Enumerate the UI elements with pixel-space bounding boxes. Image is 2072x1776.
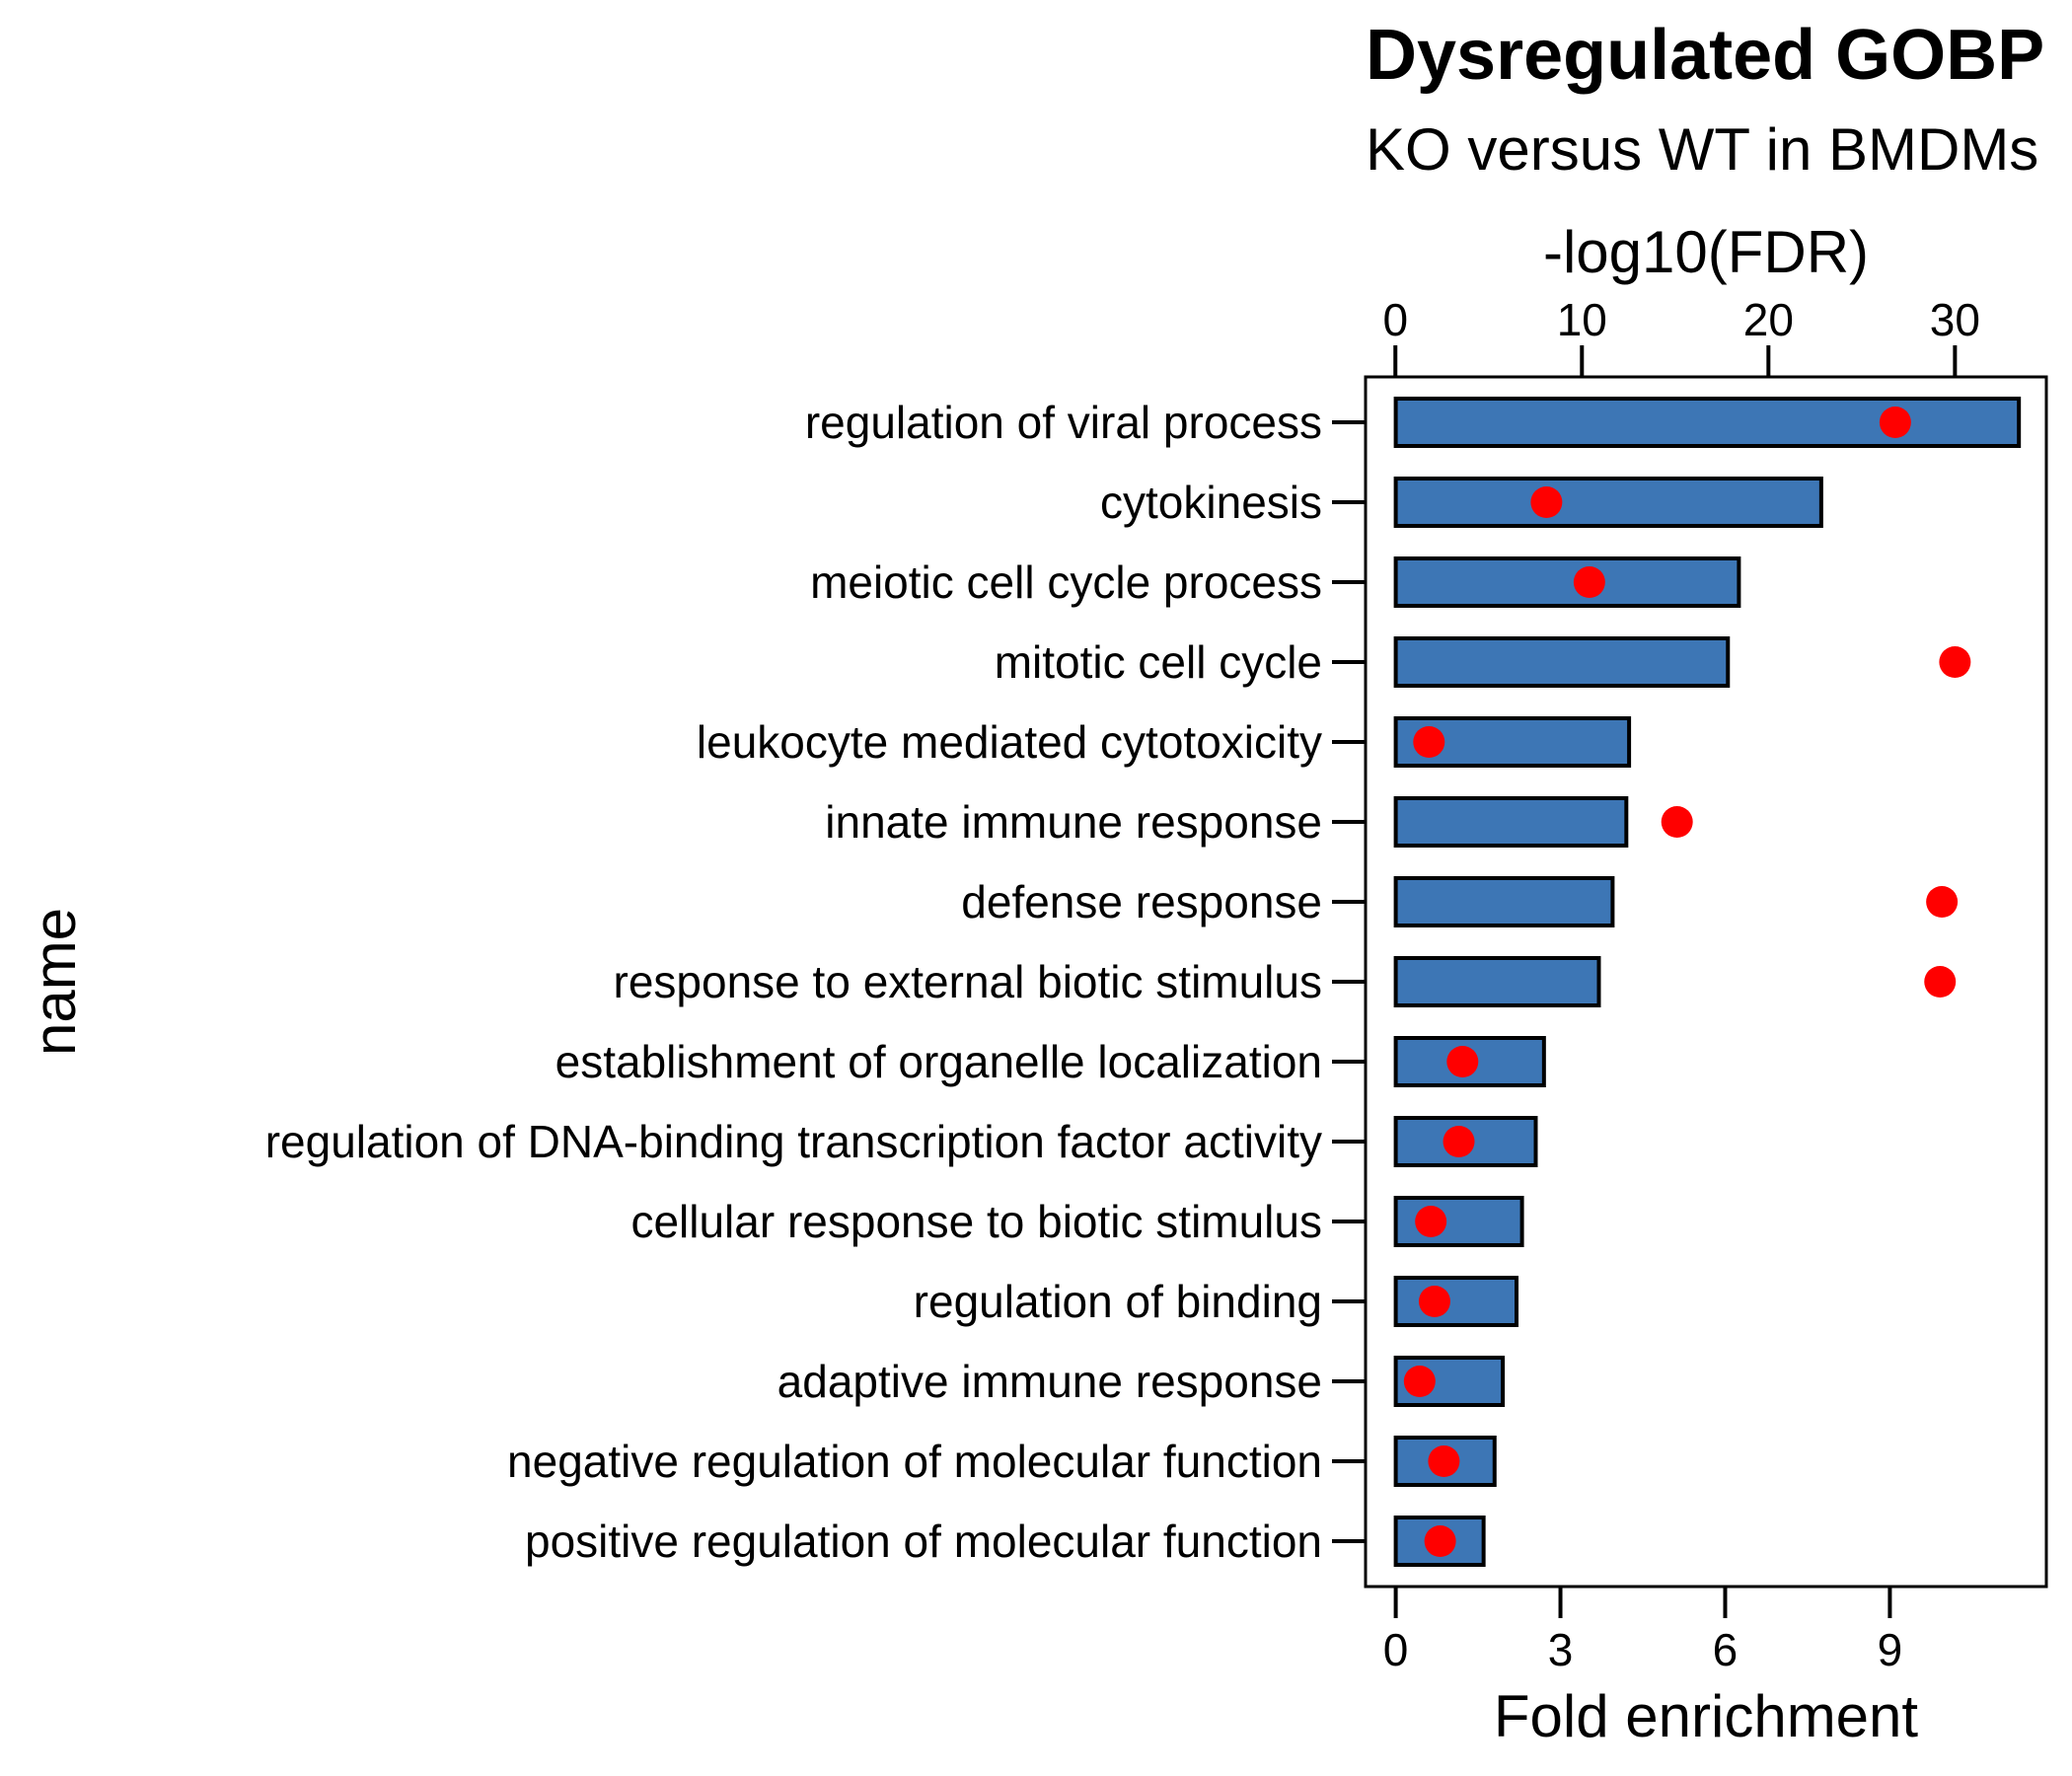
fdr-point	[1661, 806, 1693, 838]
bottom-axis: 0 3 6 9	[1383, 1587, 1902, 1675]
category-label: meiotic cell cycle process	[810, 556, 1322, 608]
category-label: leukocyte mediated cytotoxicity	[697, 716, 1322, 768]
bar	[1393, 1276, 1519, 1327]
x-bottom-tick-label: 0	[1383, 1624, 1409, 1675]
category-label: regulation of viral process	[805, 397, 1322, 448]
bars-layer	[1393, 397, 2022, 1567]
bar	[1393, 796, 1629, 848]
fdr-point	[1926, 886, 1959, 918]
fdr-point	[1443, 1126, 1475, 1157]
fdr-point	[1879, 407, 1911, 438]
y-axis-title: name	[22, 908, 88, 1056]
bar	[1393, 477, 1823, 528]
bar	[1393, 956, 1601, 1007]
bar	[1393, 397, 2022, 448]
bar	[1393, 636, 1731, 688]
category-label: adaptive immune response	[777, 1356, 1322, 1407]
x-bottom-tick-label: 9	[1878, 1624, 1903, 1675]
category-label: response to external biotic stimulus	[614, 956, 1322, 1007]
chart-subtitle: KO versus WT in BMDMs	[1366, 116, 2038, 183]
x-top-tick-label: 10	[1557, 294, 1607, 345]
fdr-point	[1573, 566, 1605, 598]
chart-title: Dysregulated GOBP	[1366, 16, 2044, 95]
bar	[1393, 1196, 1524, 1247]
fdr-point	[1418, 1286, 1450, 1317]
category-label: innate immune response	[825, 796, 1322, 848]
x-top-tick-label: 30	[1930, 294, 1980, 345]
top-axis: 0 10 20 30	[1382, 294, 1980, 377]
fdr-point	[1415, 1206, 1447, 1237]
category-label: regulation of DNA-binding transcription …	[265, 1116, 1322, 1167]
fdr-point	[1446, 1046, 1479, 1077]
category-label: regulation of binding	[914, 1276, 1322, 1327]
fdr-point	[1939, 646, 1971, 678]
category-label: establishment of organelle localization	[555, 1036, 1322, 1087]
fdr-point	[1924, 966, 1957, 998]
fdr-point	[1530, 486, 1563, 518]
category-label: mitotic cell cycle	[995, 636, 1322, 688]
fdr-point	[1428, 1445, 1460, 1477]
category-label: defense response	[961, 876, 1322, 927]
category-label: cellular response to biotic stimulus	[630, 1196, 1322, 1247]
x-top-tick-label: 0	[1382, 294, 1408, 345]
category-label: negative regulation of molecular functio…	[507, 1436, 1322, 1487]
category-label: cytokinesis	[1100, 477, 1322, 528]
x-top-tick-label: 20	[1743, 294, 1794, 345]
category-label: positive regulation of molecular functio…	[525, 1516, 1322, 1567]
fdr-point	[1403, 1366, 1436, 1397]
top-axis-title: -log10(FDR)	[1543, 219, 1869, 285]
category-axis: regulation of viral process cytokinesis me…	[265, 397, 1366, 1567]
bottom-axis-title: Fold enrichment	[1494, 1683, 1919, 1749]
bar	[1393, 876, 1615, 927]
fdr-point	[1413, 726, 1445, 758]
points-layer	[1403, 407, 1971, 1557]
fdr-point	[1424, 1525, 1456, 1557]
x-bottom-tick-label: 3	[1548, 1624, 1574, 1675]
bar	[1393, 716, 1632, 768]
bar	[1393, 556, 1741, 608]
x-bottom-tick-label: 6	[1713, 1624, 1739, 1675]
